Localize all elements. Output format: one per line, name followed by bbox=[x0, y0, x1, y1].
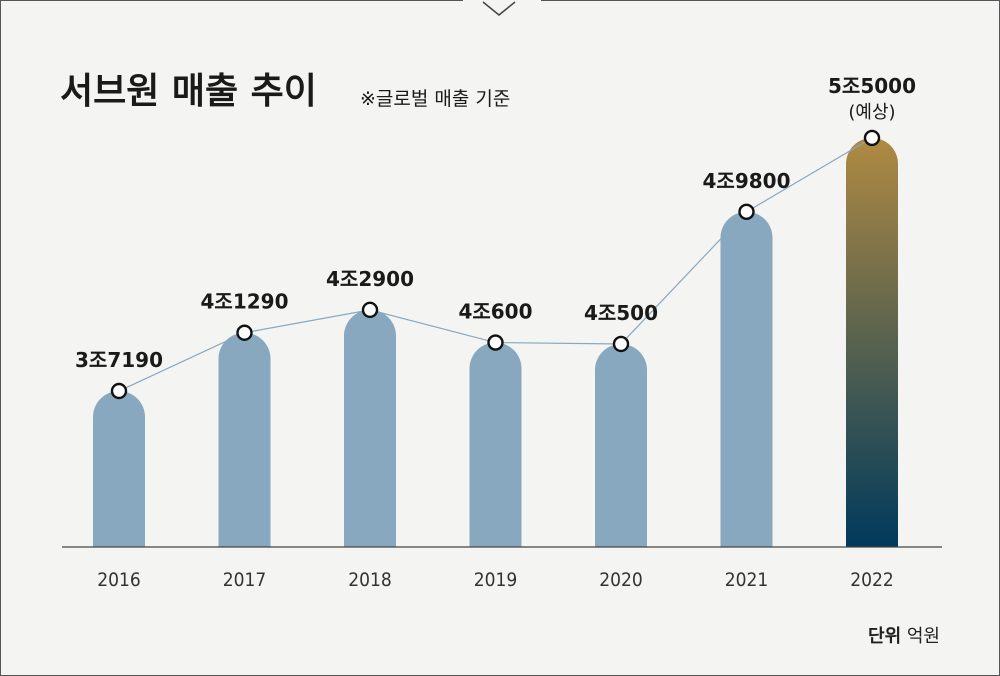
value-label: 4조600 bbox=[458, 300, 532, 324]
value-label: 4조500 bbox=[584, 301, 658, 325]
data-point-marker bbox=[863, 129, 881, 147]
unit-note: 단위 억원 bbox=[868, 622, 940, 648]
value-label: 4조1290 bbox=[201, 290, 289, 314]
x-tick-label: 2017 bbox=[223, 569, 267, 591]
x-tick-label: 2018 bbox=[348, 569, 392, 591]
chevron-down-icon bbox=[482, 1, 516, 16]
value-label: 5조5000 bbox=[828, 74, 916, 98]
data-point-marker bbox=[110, 382, 128, 400]
bar-2017 bbox=[218, 332, 271, 547]
data-point-marker bbox=[487, 334, 504, 351]
chart-subtitle: ※글로벌 매출 기준 bbox=[360, 88, 511, 110]
data-point-marker bbox=[612, 335, 630, 353]
bar-2016 bbox=[93, 391, 145, 547]
x-tick-label: 2019 bbox=[474, 569, 518, 591]
bar-2021 bbox=[720, 211, 773, 547]
value-label: 4조2900 bbox=[326, 267, 414, 291]
value-label: 4조9800 bbox=[703, 169, 791, 193]
x-tick-label: 2016 bbox=[97, 569, 141, 591]
frame-notch-gap bbox=[463, 0, 541, 5]
bar-2020 bbox=[595, 343, 647, 547]
bar-2022 bbox=[846, 137, 898, 547]
bar-2019 bbox=[469, 342, 522, 547]
chart-title: 서브원 매출 추이 bbox=[60, 71, 317, 112]
x-tick-label: 2020 bbox=[599, 569, 643, 591]
unit-value: 억원 bbox=[906, 626, 940, 647]
data-point-marker bbox=[361, 301, 379, 319]
value-label: 3조7190 bbox=[75, 348, 163, 372]
bar-2018 bbox=[344, 309, 396, 547]
x-tick-label: 2021 bbox=[725, 569, 769, 591]
unit-label: 단위 bbox=[868, 626, 902, 647]
data-point-marker bbox=[738, 203, 755, 221]
data-point-marker bbox=[236, 324, 253, 341]
x-tick-label: 2022 bbox=[850, 569, 894, 591]
value-note: (예상) bbox=[848, 102, 895, 123]
